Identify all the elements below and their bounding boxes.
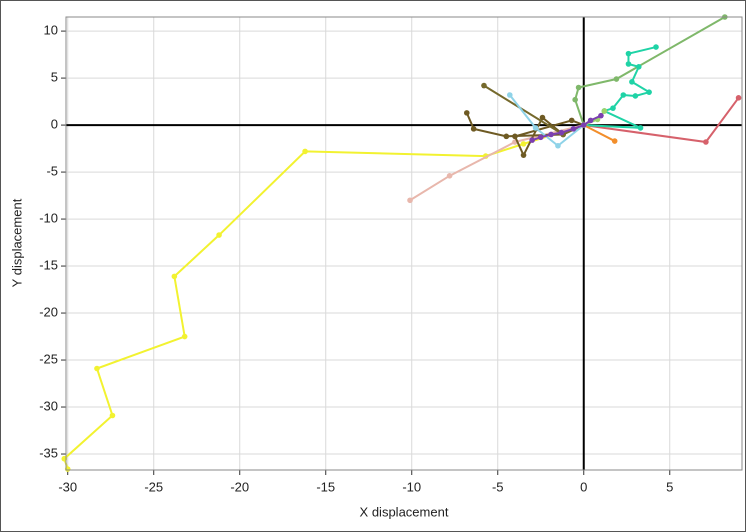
y-tick-label: 10	[44, 23, 58, 38]
point	[109, 412, 116, 419]
point	[632, 93, 639, 99]
point	[539, 114, 546, 121]
point	[611, 138, 618, 144]
point	[171, 273, 178, 280]
series-line	[583, 124, 616, 142]
x-tick-label: -20	[230, 479, 249, 494]
point	[635, 64, 642, 70]
point	[570, 126, 577, 132]
x-tick-label: -5	[492, 479, 504, 494]
y-tick-label: -25	[39, 351, 58, 366]
y-tick-label: -30	[39, 398, 58, 413]
point	[610, 105, 616, 111]
series-line	[508, 94, 585, 148]
point	[613, 76, 620, 82]
point	[598, 112, 604, 119]
point	[532, 125, 539, 131]
point	[625, 50, 632, 57]
point	[470, 126, 477, 132]
x-tick-label: -10	[402, 479, 421, 494]
point	[629, 79, 635, 85]
point	[503, 133, 510, 140]
x-tick-label: -25	[144, 479, 163, 494]
y-tick-label: -10	[39, 211, 58, 226]
plot-border	[65, 16, 743, 471]
point	[181, 333, 188, 340]
point	[407, 197, 413, 204]
point	[506, 92, 513, 98]
point	[481, 82, 487, 89]
y-tick-label: -15	[39, 257, 58, 272]
point	[572, 96, 578, 103]
y-tick-label: -35	[39, 445, 58, 460]
point	[446, 173, 453, 179]
point	[653, 44, 659, 50]
point	[580, 122, 587, 128]
point	[568, 117, 575, 124]
point	[575, 84, 582, 91]
point	[703, 139, 709, 145]
point	[735, 95, 742, 101]
point	[463, 110, 470, 116]
point	[216, 232, 222, 238]
point	[637, 125, 644, 131]
x-axis-label: X displacement	[360, 504, 449, 519]
point	[625, 61, 632, 67]
point	[555, 142, 561, 149]
point	[558, 129, 565, 136]
x-tick-label: -30	[58, 479, 77, 494]
point	[302, 148, 308, 155]
point	[537, 134, 544, 141]
x-tick-label: -15	[316, 479, 335, 494]
x-tick-label: 0	[580, 479, 587, 494]
y-tick-label: 0	[51, 117, 58, 132]
point	[548, 131, 554, 138]
point	[620, 92, 627, 98]
point	[601, 108, 608, 114]
y-tick-label: 5	[51, 70, 58, 85]
point	[646, 89, 652, 95]
point	[520, 152, 527, 158]
x-tick-label: 5	[666, 479, 673, 494]
y-axis-label: Y displacement	[9, 198, 24, 287]
point	[512, 133, 518, 140]
point	[529, 137, 535, 143]
y-tick-label: -5	[46, 164, 58, 179]
point	[94, 365, 100, 372]
point	[587, 117, 594, 124]
y-tick-label: -20	[39, 304, 58, 319]
point	[520, 141, 527, 147]
